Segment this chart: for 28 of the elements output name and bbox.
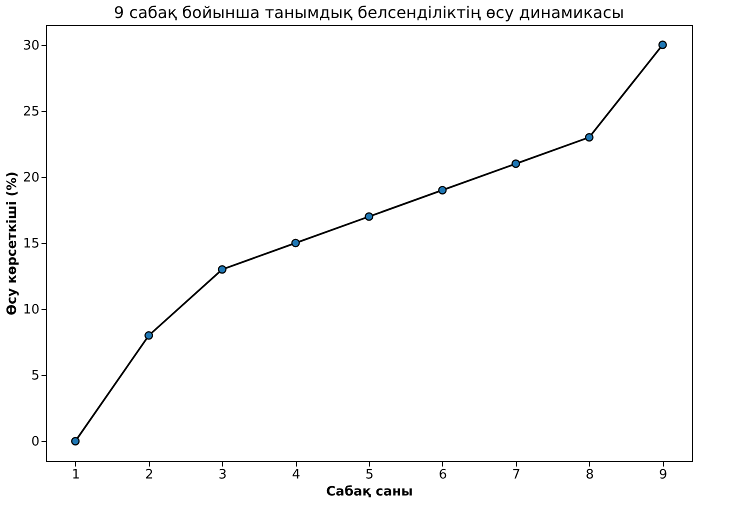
chart-title: 9 сабақ бойынша танымдық белсенділіктің өсу динамикасы <box>114 3 624 22</box>
y-tick-label: 25 <box>22 104 40 120</box>
point <box>364 212 374 221</box>
point <box>218 265 226 274</box>
x-tick-label: 7 <box>512 468 520 482</box>
point <box>291 238 300 248</box>
y-tick-label: 10 <box>22 302 40 318</box>
x-tick-label: 9 <box>658 468 668 482</box>
y-tick-label: 5 <box>31 368 40 384</box>
point <box>512 159 520 168</box>
x-tick-label: 5 <box>365 468 374 482</box>
x-axis-title: Сабақ саны <box>326 484 413 500</box>
point <box>144 331 154 340</box>
y-tick-label: 0 <box>31 434 40 450</box>
y-tick-label: 30 <box>22 38 40 54</box>
y-tick-label: 15 <box>22 236 40 252</box>
y-tick-label: 20 <box>22 170 40 186</box>
x-tick-label: 6 <box>438 468 448 482</box>
point <box>438 186 447 194</box>
point <box>71 436 80 446</box>
x-tick-label: 1 <box>72 468 80 482</box>
x-tick-label: 2 <box>145 468 154 482</box>
y-axis-title: Өсу көрсеткіші (%) <box>4 172 20 316</box>
point <box>584 133 594 142</box>
x-tick-label: 8 <box>586 468 594 482</box>
x-tick-label: 4 <box>292 468 300 482</box>
x-tick-label: 3 <box>218 468 227 482</box>
point <box>658 40 667 50</box>
